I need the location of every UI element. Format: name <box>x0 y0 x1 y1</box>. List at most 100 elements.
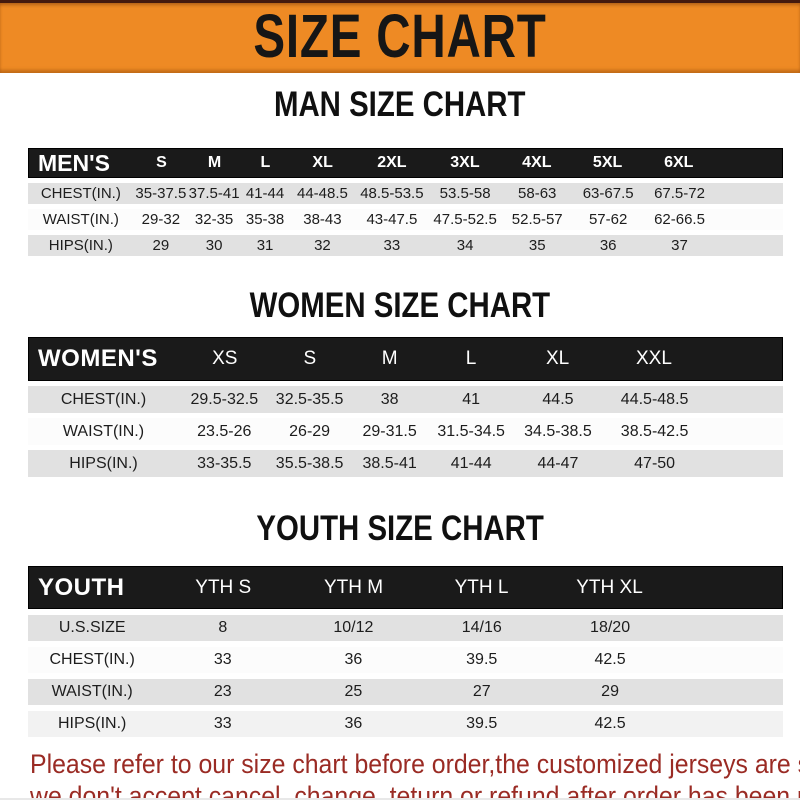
youth-section-heading: YOUTH SIZE CHART <box>0 509 800 556</box>
row-label: U.S.SIZE <box>58 619 126 636</box>
women-section-heading: WOMEN SIZE CHART <box>0 286 800 333</box>
value-cell: 26-29 <box>289 422 331 440</box>
men-size-table: MEN'S S M L XL 2XL 3XL 4XL 5XL 6XL CHEST… <box>28 148 783 256</box>
table-row-chest: CHEST(IN.) 33 36 39.5 42.5 <box>28 647 783 673</box>
women-size-table: WOMEN'S XS S M L XL XXL CHEST(IN.) 29.5-… <box>28 337 783 477</box>
value-cell: 33-35.5 <box>197 454 252 472</box>
value-cell: 39.5 <box>466 651 498 668</box>
size-col-header: 4XL <box>522 154 552 171</box>
value-cell: 32.5-35.5 <box>275 390 344 408</box>
size-col-header: 6XL <box>664 154 694 171</box>
size-col-header: YTH S <box>195 576 252 598</box>
value-cell: 33 <box>213 715 232 732</box>
size-col-header: XXL <box>636 348 672 369</box>
youth-table-header-row: YOUTH YTH S YTH M YTH L YTH XL <box>28 566 783 609</box>
row-label: WAIST(IN.) <box>51 683 133 700</box>
row-label: CHEST(IN.) <box>49 651 135 668</box>
value-cell: 37.5-41 <box>188 185 240 202</box>
page-title: SIZE CHART <box>253 1 547 70</box>
value-cell: 44.5-48.5 <box>620 390 689 408</box>
table-row-waist: WAIST(IN.) 23 25 27 29 <box>28 679 783 705</box>
value-cell: 62-66.5 <box>654 211 705 228</box>
women-section-heading-text: WOMEN SIZE CHART <box>249 286 551 325</box>
value-cell: 29 <box>601 683 619 700</box>
value-cell: 29.5-32.5 <box>190 390 259 408</box>
value-cell: 36 <box>599 237 617 254</box>
men-table-title-cell: MEN'S <box>38 149 110 176</box>
disclaimer-line-2: we don't accept cancel, change, teturn o… <box>30 781 800 800</box>
value-cell: 53.5-58 <box>439 185 491 202</box>
value-cell: 29-31.5 <box>362 422 417 440</box>
value-cell: 67.5-72 <box>654 185 705 202</box>
table-row-hips: HIPS(IN.) 33-35.5 35.5-38.5 38.5-41 41-4… <box>28 450 783 477</box>
size-col-header: XL <box>312 154 333 171</box>
size-col-header: 3XL <box>450 154 480 171</box>
value-cell: 38 <box>380 390 399 408</box>
table-row-hips: HIPS(IN.) 29 30 31 32 33 34 35 36 37 <box>28 235 783 256</box>
value-cell: 41 <box>462 390 481 408</box>
value-cell: 10/12 <box>333 619 374 636</box>
youth-table-title-cell: YOUTH <box>38 573 125 601</box>
value-cell: 48.5-53.5 <box>360 185 424 202</box>
value-cell: 35 <box>528 237 546 254</box>
value-cell: 35.5-38.5 <box>275 454 344 472</box>
value-cell: 35-37.5 <box>135 185 187 202</box>
youth-size-table: YOUTH YTH S YTH M YTH L YTH XL U.S.SIZE … <box>28 566 783 737</box>
value-cell: 30 <box>205 237 223 254</box>
size-col-header: L <box>260 154 271 171</box>
size-col-header: XS <box>212 348 238 369</box>
row-label: WAIST(IN.) <box>62 422 145 440</box>
value-cell: 29-32 <box>141 211 181 228</box>
youth-section-heading-text: YOUTH SIZE CHART <box>256 509 544 548</box>
value-cell: 47-50 <box>634 454 676 472</box>
value-cell: 36 <box>344 651 363 668</box>
value-cell: 42.5 <box>594 651 626 668</box>
value-cell: 32-35 <box>194 211 234 228</box>
table-row-hips: HIPS(IN.) 33 36 39.5 42.5 <box>28 711 783 737</box>
value-cell: 35-38 <box>245 211 285 228</box>
size-col-header: YTH XL <box>576 576 643 598</box>
value-cell: 44.5 <box>542 390 574 408</box>
table-row-waist: WAIST(IN.) 29-32 32-35 35-38 38-43 43-47… <box>28 209 783 230</box>
size-col-header: YTH M <box>323 576 384 598</box>
row-label: CHEST(IN.) <box>60 390 147 408</box>
value-cell: 44-47 <box>537 454 579 472</box>
table-row-waist: WAIST(IN.) 23.5-26 26-29 29-31.5 31.5-34… <box>28 418 783 445</box>
value-cell: 52.5-57 <box>511 211 563 228</box>
value-cell: 38-43 <box>303 211 342 228</box>
value-cell: 44-48.5 <box>296 185 348 202</box>
value-cell: 27 <box>472 683 491 700</box>
value-cell: 33 <box>213 651 232 668</box>
value-cell: 29 <box>152 237 170 254</box>
value-cell: 47.5-52.5 <box>433 211 497 228</box>
value-cell: 33 <box>383 237 401 254</box>
size-col-header: S <box>303 348 317 369</box>
value-cell: 8 <box>218 619 228 636</box>
disclaimer: Please refer to our size chart before or… <box>30 748 800 800</box>
row-label: HIPS(IN.) <box>48 237 113 254</box>
table-row-chest: CHEST(IN.) 35-37.5 37.5-41 41-44 44-48.5… <box>28 183 783 204</box>
value-cell: 63-67.5 <box>582 185 634 202</box>
size-col-header: M <box>207 154 222 171</box>
women-table-title-cell: WOMEN'S <box>38 345 158 372</box>
value-cell: 38.5-42.5 <box>620 422 689 440</box>
value-cell: 41-44 <box>450 454 492 472</box>
value-cell: 32 <box>314 237 331 254</box>
value-cell: 42.5 <box>594 715 626 732</box>
row-label: HIPS(IN.) <box>69 454 138 472</box>
men-table-header-row: MEN'S S M L XL 2XL 3XL 4XL 5XL 6XL <box>28 148 783 178</box>
table-row-chest: CHEST(IN.) 29.5-32.5 32.5-35.5 38 41 44.… <box>28 386 783 413</box>
value-cell: 58-63 <box>518 185 557 202</box>
value-cell: 31.5-34.5 <box>437 422 505 440</box>
size-col-header: 5XL <box>592 154 623 171</box>
size-col-header: YTH L <box>454 576 509 598</box>
size-col-header: S <box>156 154 167 171</box>
value-cell: 18/20 <box>590 619 631 636</box>
value-cell: 34.5-38.5 <box>524 422 592 440</box>
value-cell: 57-62 <box>588 211 628 228</box>
banner: SIZE CHART <box>0 0 800 73</box>
table-row-us-size: U.S.SIZE 8 10/12 14/16 18/20 <box>28 615 783 641</box>
value-cell: 31 <box>256 237 274 254</box>
size-col-header: XL <box>545 348 570 369</box>
